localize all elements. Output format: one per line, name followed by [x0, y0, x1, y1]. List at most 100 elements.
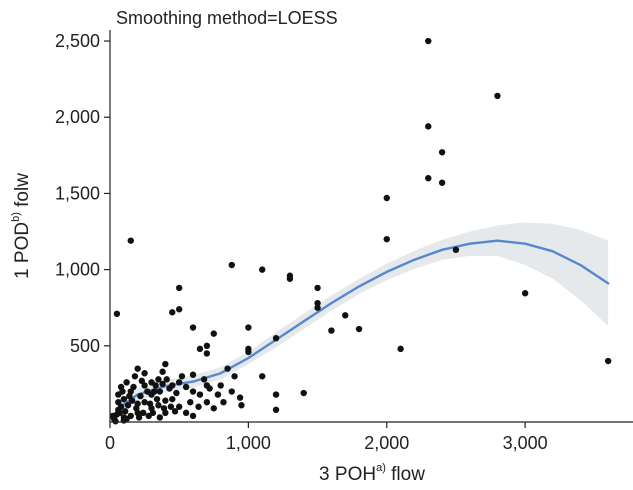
y-tick-label: 2,500 [55, 31, 100, 51]
data-point [178, 373, 186, 380]
data-point [175, 403, 183, 410]
data-point [175, 379, 183, 386]
y-axis-label-superscript: b) [10, 212, 22, 222]
chart-title: Smoothing method=LOESS [116, 8, 338, 28]
data-point [196, 345, 204, 353]
data-point [328, 327, 335, 334]
x-tick-label: 0 [105, 433, 115, 453]
data-point [120, 417, 128, 424]
data-point [195, 403, 202, 410]
data-point [245, 324, 252, 331]
data-point [187, 398, 194, 406]
y-tick-label: 2,000 [55, 107, 100, 127]
y-tick-label: 1,500 [55, 183, 100, 203]
x-axis-label-main: 3 POH [319, 464, 376, 485]
data-point [200, 376, 208, 383]
data-point [206, 385, 213, 392]
y-ticks: 500 1,000 1,500 2,000 2,500 [55, 31, 110, 356]
data-point [228, 388, 235, 395]
data-point [210, 330, 217, 337]
data-point [217, 382, 224, 389]
data-point [159, 380, 166, 388]
data-point [438, 179, 446, 186]
data-point [397, 345, 404, 353]
data-point [425, 123, 432, 130]
data-point [156, 388, 164, 395]
data-point [163, 376, 170, 383]
data-point [113, 310, 121, 318]
y-axis-label-suffix: folw [12, 173, 33, 212]
data-point [169, 309, 176, 316]
data-point [182, 409, 190, 417]
data-point [140, 409, 147, 417]
x-axis-label: 3 POHa) flow [319, 462, 425, 485]
data-point [214, 391, 222, 398]
y-axis-label: 1 PODb) folw [10, 173, 33, 279]
data-point [245, 348, 252, 356]
data-point [300, 389, 307, 397]
data-point [156, 414, 164, 421]
data-point [259, 266, 266, 273]
data-point [162, 397, 169, 404]
data-point [145, 412, 152, 420]
data-point [272, 406, 280, 414]
data-point [228, 261, 235, 269]
confidence-band [118, 222, 609, 416]
data-point [203, 350, 211, 357]
data-point [272, 334, 280, 342]
data-point [425, 174, 432, 182]
data-point [115, 398, 122, 406]
data-point [173, 389, 180, 397]
data-point [196, 391, 204, 398]
data-point [438, 149, 446, 156]
loess-curve-layer [117, 239, 610, 410]
x-tick-label: 3,000 [503, 433, 548, 453]
data-point [166, 385, 173, 392]
data-point [425, 37, 432, 45]
data-point [124, 402, 132, 409]
data-point [159, 368, 166, 375]
data-point [160, 405, 168, 412]
data-point [146, 400, 154, 407]
data-point [137, 392, 144, 400]
data-point [127, 237, 134, 244]
data-point [151, 388, 158, 395]
data-point [169, 395, 176, 403]
data-point [175, 284, 183, 292]
data-point [153, 395, 161, 403]
y-tick-label: 1,000 [55, 260, 100, 280]
data-point [152, 382, 159, 389]
data-point [189, 371, 197, 378]
data-point [123, 379, 130, 386]
data-point [342, 312, 349, 319]
data-point [314, 299, 321, 307]
data-point [452, 246, 460, 254]
data-points-layer [109, 37, 612, 425]
data-point [220, 398, 227, 406]
data-point [189, 324, 197, 331]
data-point [224, 365, 231, 372]
data-point [231, 373, 238, 380]
data-point [494, 92, 501, 100]
data-point [141, 370, 148, 377]
data-point [314, 304, 321, 311]
data-point [135, 414, 143, 421]
data-point [238, 402, 245, 409]
data-point [182, 383, 190, 391]
data-point [134, 365, 141, 372]
confidence-band-layer [118, 222, 609, 416]
data-point [116, 409, 123, 417]
y-tick-label: 500 [70, 336, 100, 356]
data-point [314, 284, 321, 292]
data-point [162, 360, 169, 368]
data-point [133, 405, 140, 412]
data-point [130, 383, 137, 391]
data-point [286, 275, 294, 282]
data-point [112, 418, 119, 425]
data-point [175, 306, 183, 313]
x-axis-label-suffix: flow [386, 464, 425, 485]
data-point [141, 398, 148, 406]
data-point [109, 412, 116, 420]
data-point [355, 325, 363, 333]
